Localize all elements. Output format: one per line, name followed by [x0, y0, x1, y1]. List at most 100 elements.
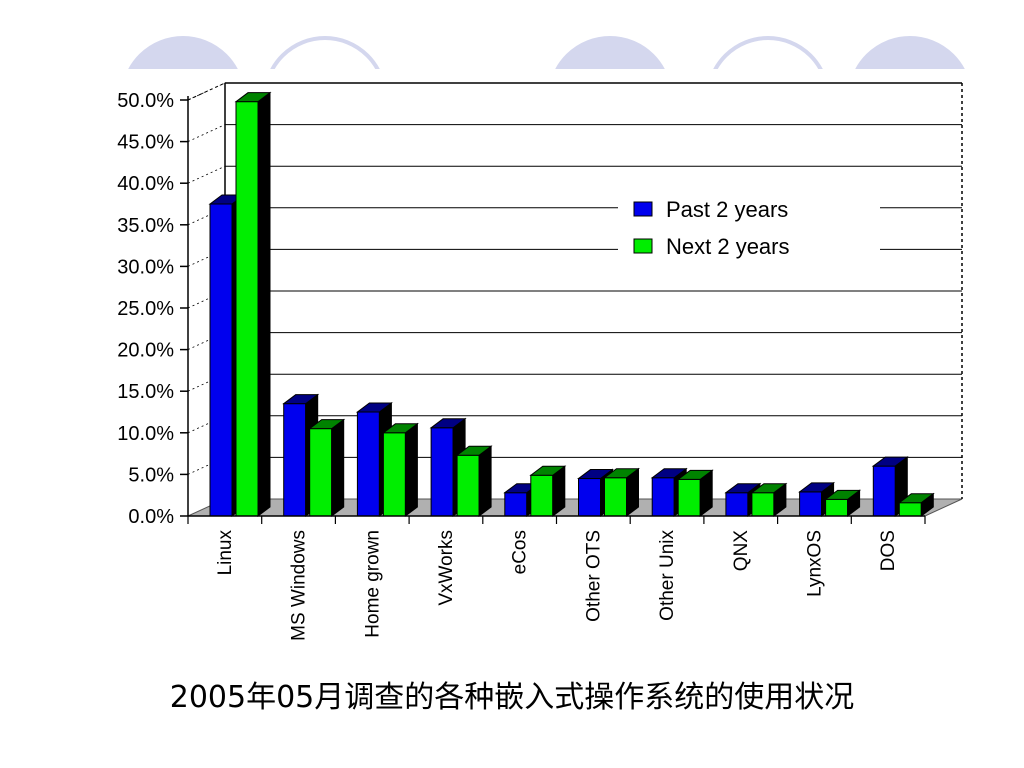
x-tick-label: Linux	[215, 530, 236, 576]
bar-top	[750, 483, 788, 494]
y-tick-label: 15.0%	[117, 381, 174, 403]
bar-front	[677, 478, 701, 517]
bar-chart: 0.0% 5.0% 10.0% 15.0% 20.0% 25.0% 30.0% 35.0% 40…	[117, 36, 965, 641]
bar	[529, 465, 567, 517]
bar-top	[650, 468, 688, 479]
y-tick-label: 0.0%	[128, 506, 174, 528]
y-tick-label: 20.0%	[117, 340, 174, 362]
bar-top	[798, 482, 836, 493]
bar-top	[234, 92, 272, 103]
y-tick-label: 35.0%	[117, 215, 174, 237]
decorative-circle	[855, 36, 965, 69]
decorative-circle	[713, 36, 823, 69]
bar-front	[651, 477, 675, 517]
gridline-depth	[187, 457, 226, 475]
x-tick-label: Other OTS	[583, 530, 604, 622]
x-tick-label: eCos	[510, 530, 531, 574]
bar-top	[724, 483, 762, 494]
x-tick-label: QNX	[731, 530, 752, 572]
decorative-circle	[128, 36, 238, 69]
bar-top	[381, 423, 419, 434]
x-tick-label: Home grown	[362, 530, 383, 638]
gridline-depth	[187, 82, 226, 101]
gridline-depth	[187, 249, 226, 267]
bar-front	[898, 502, 922, 517]
bar-front	[799, 491, 823, 517]
bar-front	[430, 427, 454, 517]
gridline-depth	[187, 415, 226, 434]
bar-side	[478, 445, 492, 517]
bar-front	[825, 498, 849, 517]
bar-side	[331, 418, 345, 517]
bars	[208, 91, 935, 517]
gridline-depth	[187, 332, 226, 350]
bar	[824, 489, 862, 517]
decorative-circles	[128, 36, 965, 69]
bar-top	[603, 468, 640, 479]
bar-front	[725, 492, 749, 517]
bar-front	[382, 432, 406, 517]
y-tick-label: 45.0%	[117, 132, 174, 154]
gridline-depth	[187, 373, 226, 392]
bar-front	[530, 474, 554, 517]
bar-top	[824, 489, 862, 500]
bar-front	[751, 492, 775, 517]
gridline-depth	[187, 207, 226, 226]
y-tick-label: 10.0%	[117, 423, 174, 445]
bar-top	[308, 419, 346, 430]
y-tick-label: 25.0%	[117, 298, 174, 320]
legend-swatch	[633, 201, 653, 217]
decorative-circle	[555, 36, 665, 69]
bar-front	[235, 101, 259, 517]
bar	[381, 422, 419, 517]
bar	[308, 418, 346, 517]
gridline-depth	[187, 165, 226, 184]
x-tick-label: MS Windows	[289, 530, 310, 641]
bar-top	[529, 465, 567, 476]
bar-front	[504, 492, 528, 517]
legend-label: Next 2 years	[666, 234, 790, 259]
bar	[897, 492, 935, 517]
y-axis: 0.0% 5.0% 10.0% 15.0% 20.0% 25.0% 30.0% 35.0% 40…	[117, 90, 189, 528]
bar-side	[257, 91, 271, 517]
bar-front	[356, 411, 380, 517]
y-tick-label: 30.0%	[117, 256, 174, 278]
x-axis: Linux MS Windows Home grown VxWorks eCos Othe…	[187, 515, 926, 641]
bar-top	[577, 469, 614, 480]
bar-front	[283, 403, 307, 517]
bar-top	[429, 418, 467, 429]
x-tick-label: VxWorks	[436, 530, 457, 606]
bar-front	[209, 203, 233, 517]
bar-top	[455, 445, 493, 456]
bar	[676, 469, 714, 517]
bar-side	[404, 422, 418, 517]
legend: Past 2 years Next 2 years	[618, 192, 880, 264]
bar	[234, 91, 272, 517]
legend-swatch	[633, 238, 653, 254]
x-tick-label: Other Unix	[657, 530, 678, 621]
x-tick-label: DOS	[878, 530, 899, 571]
bar-front	[604, 477, 627, 517]
bar	[603, 467, 640, 517]
bar-top	[676, 469, 714, 480]
bar-front	[309, 428, 333, 517]
bar-top	[355, 402, 393, 413]
y-tick-label: 5.0%	[128, 464, 174, 486]
legend-box	[618, 192, 880, 264]
gridline-depth	[187, 290, 226, 309]
bar-top	[897, 493, 935, 504]
x-tick-label: LynxOS	[804, 530, 825, 597]
legend-label: Past 2 years	[666, 197, 788, 222]
bar	[455, 445, 493, 517]
bar-front	[456, 454, 480, 517]
bar-front	[872, 465, 896, 517]
bar	[750, 482, 788, 517]
y-tick-label: 50.0%	[117, 90, 174, 112]
bar-front	[578, 478, 601, 517]
y-tick-label: 40.0%	[117, 173, 174, 195]
decorative-circle	[270, 36, 380, 69]
slide-caption: 2005年05月调查的各种嵌入式操作系统的使用状况	[169, 680, 855, 715]
gridline-depth	[187, 124, 226, 142]
bar-top	[282, 394, 320, 405]
